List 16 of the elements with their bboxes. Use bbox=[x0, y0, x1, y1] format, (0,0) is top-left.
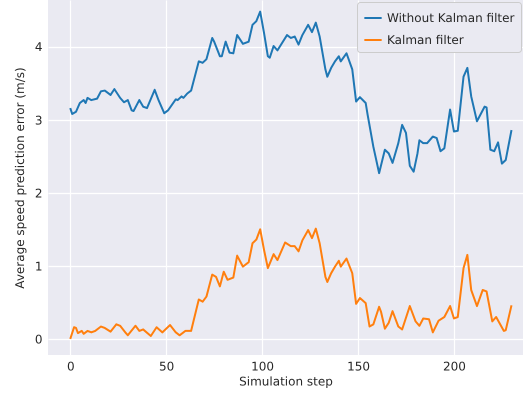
x-axis-title: Simulation step bbox=[239, 374, 333, 388]
line-series bbox=[69, 228, 512, 340]
y-axis-title: Average speed prediction error (m/s) bbox=[12, 67, 27, 289]
y-tick-label: 1 bbox=[34, 259, 42, 274]
legend-label: Kalman filter bbox=[387, 33, 464, 47]
legend-label: Without Kalman filter bbox=[387, 11, 514, 25]
x-tick-label: 50 bbox=[159, 360, 174, 374]
y-tick-label: 2 bbox=[34, 186, 42, 200]
y-tick-label: 3 bbox=[34, 113, 42, 128]
y-tick-label: 4 bbox=[34, 40, 42, 54]
x-tick-label: 150 bbox=[347, 360, 370, 374]
line-series bbox=[69, 10, 512, 174]
y-tick-label: 0 bbox=[34, 332, 42, 346]
x-tick-label: 200 bbox=[442, 360, 466, 374]
x-tick-label: 100 bbox=[251, 360, 274, 374]
x-tick-label: 0 bbox=[66, 360, 75, 374]
